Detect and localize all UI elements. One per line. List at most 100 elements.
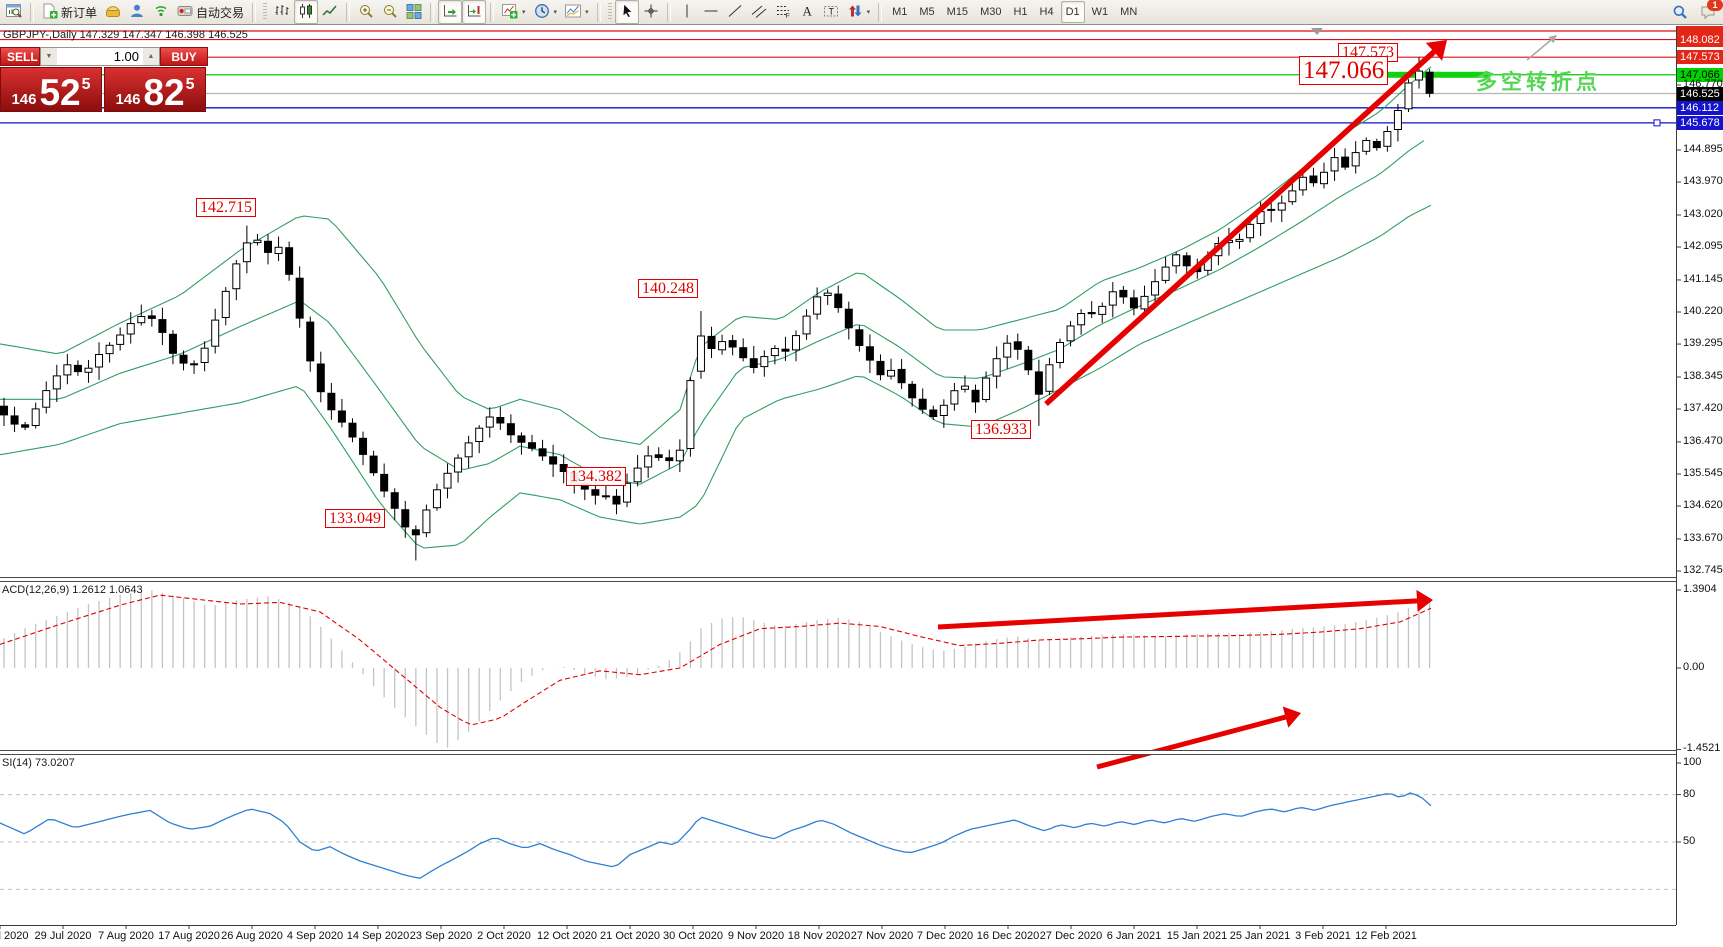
chartshift-icon: [466, 3, 482, 22]
date-label: 27 Nov 2020: [850, 930, 914, 942]
search-icon: [1672, 4, 1688, 23]
zoom-in-button[interactable]: [354, 0, 378, 24]
toolbar-drag-handle[interactable]: [607, 3, 612, 21]
toolbar-separator: [490, 2, 495, 22]
wallet-button[interactable]: [101, 0, 125, 24]
zoom-out-button[interactable]: [378, 0, 402, 24]
rsi-tick-label: 100: [1683, 756, 1702, 768]
timeframe-m30-button[interactable]: M30: [980, 6, 1002, 18]
volume-increase-button[interactable]: ▲: [143, 48, 159, 65]
shapes-button[interactable]: ▾: [843, 0, 875, 24]
sell-price-box[interactable]: 146 52 5: [0, 67, 102, 112]
date-label: 21 Oct 2020: [600, 930, 660, 942]
buy-button[interactable]: BUY: [160, 47, 208, 66]
time-axis-line[interactable]: [0, 925, 1676, 926]
date-label: 15 Jan 2021: [1166, 930, 1228, 942]
autoscroll-icon: [442, 3, 458, 22]
chart-shift-button[interactable]: [462, 0, 487, 24]
new-chart-button[interactable]: [2, 0, 26, 24]
candlestick-chart-button[interactable]: [294, 0, 319, 24]
shapes-icon: [847, 3, 863, 22]
new-order-button[interactable]: 新订单: [38, 0, 101, 24]
community-button[interactable]: [125, 0, 149, 24]
timeframe-m15-button[interactable]: M15: [946, 6, 969, 18]
cursor-button[interactable]: [614, 0, 639, 24]
price-tick-label: 138.345: [1683, 369, 1723, 382]
auto-scroll-button[interactable]: [438, 0, 463, 24]
horizontal-line-button[interactable]: [699, 0, 723, 24]
date-label: 18 Nov 2020: [787, 930, 851, 942]
price-badge-146.525: 146.525: [1677, 86, 1723, 101]
textA-icon: A: [799, 3, 815, 22]
sell-price-big: 52: [39, 71, 81, 113]
price-tick-label: 139.295: [1683, 337, 1723, 350]
buy-price-box[interactable]: 146 82 5: [104, 67, 206, 112]
date-label: 20 Jul 2020: [0, 930, 29, 942]
timeframe-m5-button[interactable]: M5: [919, 6, 935, 18]
toolbar-drag-handle[interactable]: [263, 3, 268, 21]
timeframe-mn-button[interactable]: MN: [1120, 6, 1138, 18]
indicators-button[interactable]: ▾: [498, 0, 530, 24]
trendline-button[interactable]: [723, 0, 747, 24]
volume-input[interactable]: [57, 48, 143, 65]
bull-bear-turning-point-note: 多空转折点: [1476, 71, 1601, 94]
price-tick-label: 144.895: [1683, 143, 1723, 155]
fibonacci-button[interactable]: F: [771, 0, 795, 24]
auto-trading-button-label: 自动交易: [196, 5, 245, 20]
label-button[interactable]: T: [819, 0, 843, 24]
timeframe-h4-button[interactable]: H4: [1039, 6, 1054, 18]
search-button[interactable]: [1668, 1, 1692, 25]
templates-button[interactable]: ▾: [561, 0, 593, 24]
timeframe-m1-button[interactable]: M1: [892, 6, 908, 18]
buy-price-sup: 5: [185, 76, 195, 93]
channel-button[interactable]: [747, 0, 771, 24]
rsi-indicator-label: SI(14) 73.0207: [2, 757, 75, 769]
rsi-pane-divider[interactable]: [0, 750, 1676, 755]
line-chart-button[interactable]: [318, 0, 342, 24]
notifications-button[interactable]: 1: [1696, 0, 1723, 25]
vertical-line-button[interactable]: [675, 0, 699, 24]
volume-decrease-button[interactable]: ▼: [41, 48, 57, 65]
timeframe-w1-button[interactable]: W1: [1091, 6, 1109, 18]
auto-trading-button[interactable]: 自动交易: [173, 0, 248, 24]
price-annotation-140.248: 140.248: [638, 279, 698, 299]
chartwin-icon: [6, 3, 22, 22]
date-label: 7 Dec 2020: [916, 930, 974, 942]
text-button[interactable]: A: [795, 0, 819, 24]
sell-button[interactable]: SELL: [0, 47, 40, 66]
tile-windows-button[interactable]: [402, 0, 426, 24]
candles: [0, 57, 1434, 748]
date-label: 26 Aug 2020: [221, 930, 283, 942]
crosshair-button[interactable]: [639, 0, 663, 24]
cursor-icon: [619, 2, 635, 22]
date-label: 12 Feb 2021: [1355, 930, 1417, 942]
signals-button[interactable]: [149, 0, 173, 24]
price-tick-label: 135.545: [1683, 466, 1723, 479]
autotrade-icon: [177, 3, 193, 22]
date-label: 14 Sep 2020: [346, 930, 410, 942]
price-tick-label: 133.670: [1683, 531, 1723, 544]
bar-chart-button[interactable]: [270, 0, 294, 24]
labelT-icon: T: [823, 3, 839, 22]
periods-button[interactable]: ▾: [530, 0, 562, 24]
date-label: 16 Dec 2020: [976, 930, 1040, 942]
timeframe-d1-button[interactable]: D1: [1060, 1, 1085, 23]
svg-text:T: T: [828, 6, 834, 16]
toolbar-separator: [30, 2, 34, 22]
clock-icon: [534, 3, 550, 22]
price-axis-line[interactable]: [1676, 26, 1677, 925]
price-annotation-147.066: 147.066: [1299, 56, 1389, 85]
macd-pane-divider[interactable]: [0, 577, 1676, 582]
notification-count-badge: 1: [1707, 0, 1723, 11]
vline-icon: [679, 3, 695, 22]
date-label: 9 Nov 2020: [727, 930, 785, 942]
timeframe-h1-button[interactable]: H1: [1013, 6, 1028, 18]
price-badge-146.112: 146.112: [1677, 100, 1723, 115]
linechart-icon: [322, 3, 338, 22]
template-icon: [565, 3, 582, 22]
tiles-icon: [406, 3, 422, 22]
zoomout-icon: [382, 3, 398, 22]
